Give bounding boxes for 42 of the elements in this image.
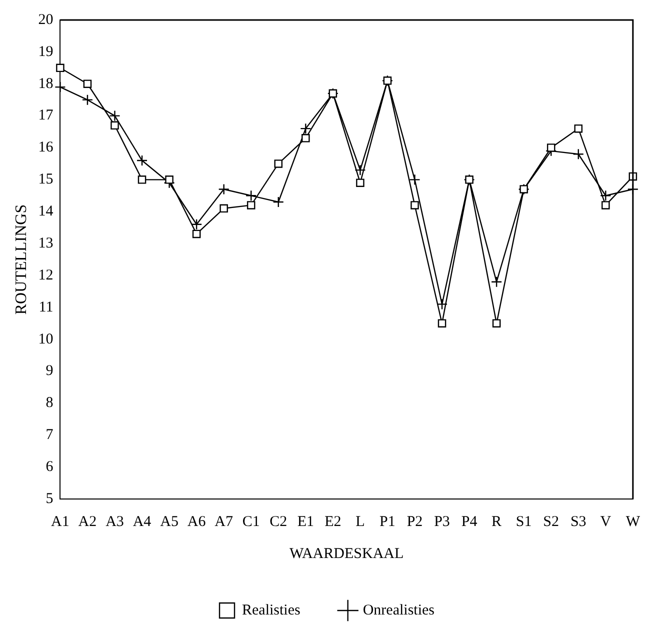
y-tick-label: 6: [46, 459, 54, 476]
x-tick-label: C2: [270, 514, 288, 530]
y-tick-label: 10: [38, 331, 54, 348]
x-tick-label: P2: [406, 514, 423, 530]
x-tick-label: P4: [461, 514, 478, 530]
x-tick-label: W: [626, 514, 641, 530]
y-tick-label: 11: [38, 299, 54, 316]
y-tick-label: 7: [46, 427, 54, 444]
y-tick-label: 9: [46, 363, 54, 380]
y-tick-label: 14: [38, 204, 54, 220]
y-tick-label: 17: [38, 108, 54, 124]
x-tick-label: A6: [187, 514, 206, 530]
y-tick-label: 12: [38, 267, 54, 284]
y-tick-label: 13: [38, 235, 54, 252]
x-axis-title: WAARDESKAAL: [289, 546, 404, 562]
y-tick-label: 18: [38, 76, 54, 92]
x-tick-label: A3: [106, 514, 124, 530]
x-tick-label: P3: [434, 514, 450, 530]
y-tick-label: 15: [38, 172, 54, 188]
x-tick-label: C1: [242, 514, 260, 530]
x-tick-label: A7: [214, 514, 234, 530]
x-tick-label: P1: [380, 514, 396, 530]
x-tick-label: A4: [132, 514, 152, 530]
y-tick-label: 19: [38, 44, 54, 60]
x-tick-label: E2: [324, 514, 342, 530]
x-tick-label: A2: [78, 514, 97, 530]
legend-label: Onrealisties: [362, 602, 435, 618]
y-tick-label: 16: [38, 140, 54, 156]
x-tick-label: E1: [297, 514, 314, 530]
y-tick-label: 8: [46, 395, 54, 412]
x-tick-label: V: [600, 514, 612, 530]
x-tick-label: S1: [516, 514, 532, 530]
y-tick-label: 20: [38, 12, 54, 28]
x-tick-label: S2: [543, 514, 560, 530]
x-tick-label: A5: [160, 514, 178, 530]
x-tick-label: A1: [51, 514, 70, 530]
x-tick-label: R: [492, 514, 502, 530]
y-tick-label: 5: [46, 490, 54, 507]
y-axis-title: ROUTELLINGS: [12, 204, 30, 315]
x-tick-label: S3: [570, 514, 586, 530]
x-tick-label: L: [356, 514, 365, 530]
legend-label: Realisties: [242, 602, 300, 618]
